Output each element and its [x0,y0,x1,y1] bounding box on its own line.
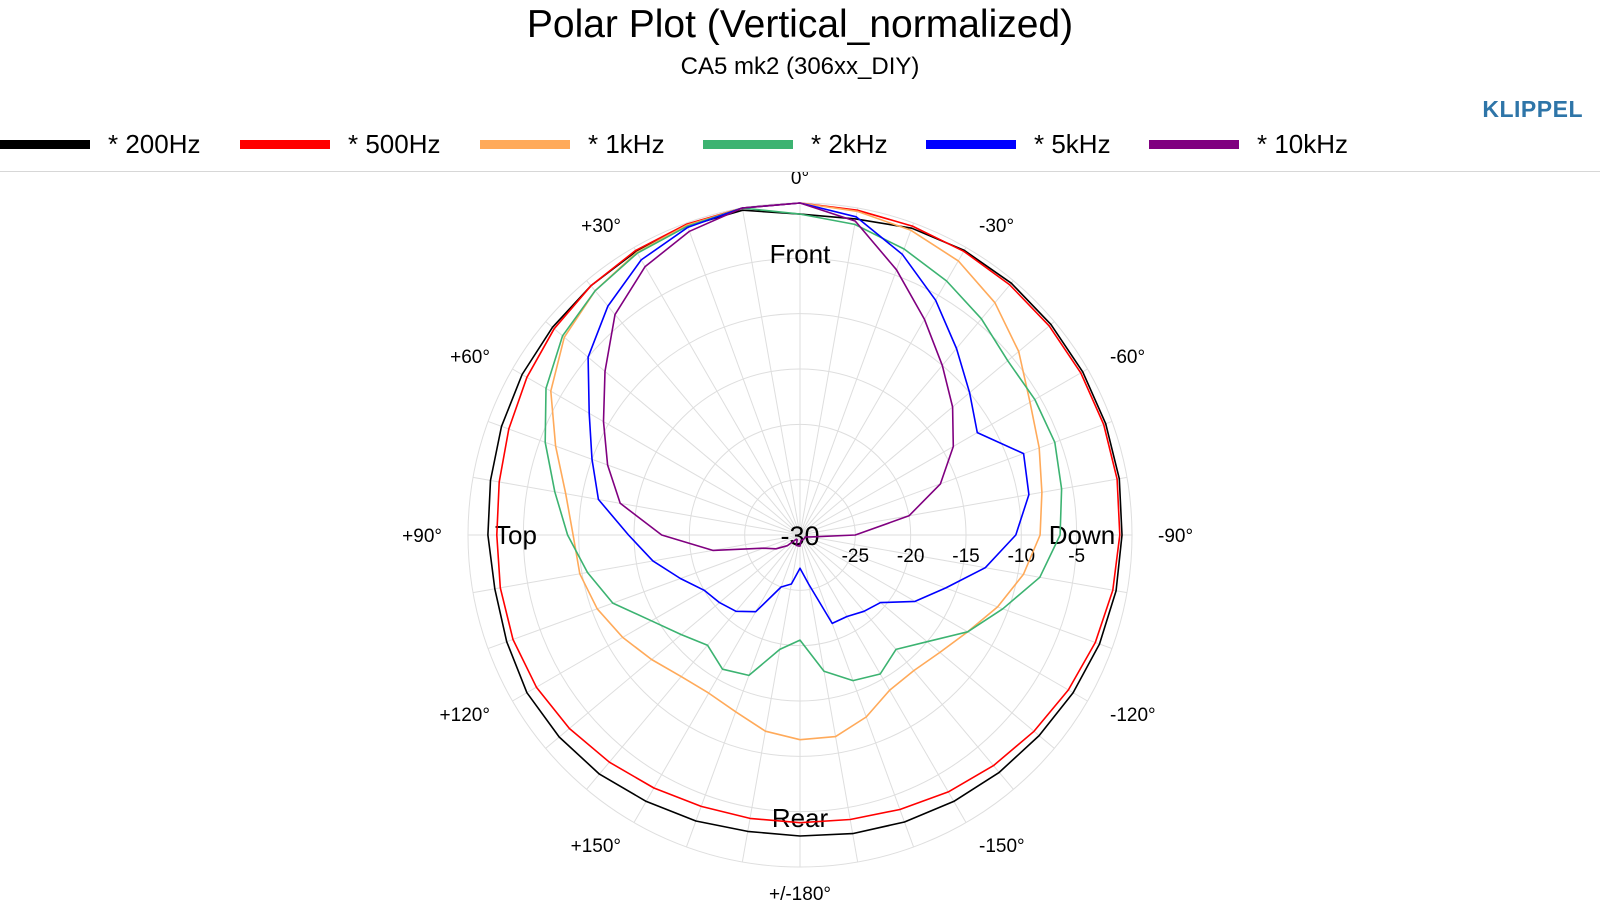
legend-swatch-1khz [480,139,570,149]
series-line-1khz [550,202,1043,741]
grid-spoke-40 [586,280,801,536]
angle-label-7: +150° [571,836,621,857]
angle-label-10: +60° [450,347,490,368]
angle-label-2: -60° [1110,347,1145,368]
grid-spoke-110 [487,534,801,650]
grid-spoke-190 [799,534,859,863]
chart-subtitle: CA5 mk2 (306xx_DIY) [680,53,920,80]
grid-spoke-300 [799,368,1088,536]
direction-label-top: Top [495,520,537,550]
legend-label-1khz: * 1kHz [588,128,665,159]
legend-swatch-2khz [703,139,793,149]
angle-label-6: +/-180° [769,884,831,901]
db-tick-label-2: -15 [952,546,979,567]
db-tick-label-0: -25 [842,546,869,567]
grid-spoke-150 [633,534,801,823]
legend-swatch-5khz [926,139,1016,149]
db-tick-label-1: -20 [897,546,924,567]
grid-spoke-20 [685,222,801,536]
legend-item-10khz[interactable]: * 10kHz [1149,126,1348,162]
grid-spoke-330 [799,247,967,536]
legend-label-200hz: * 200Hz [108,128,201,159]
chart-title: Polar Plot (Vertical_normalized) [526,3,1074,46]
legend-item-5khz[interactable]: * 5kHz [926,126,1111,162]
db-tick-label-4: -5 [1068,546,1085,567]
series-line-200hz [487,209,1123,837]
legend-swatch-10khz [1149,139,1239,149]
grid-spoke-250 [799,534,1113,650]
grid-spoke-100 [472,534,801,594]
grid-spoke-120 [512,534,801,702]
angle-label-11: +30° [581,216,621,237]
grid-spoke-130 [545,534,801,749]
grid-spoke-170 [741,534,801,863]
legend-label-500hz: * 500Hz [348,128,441,159]
grid-spoke-140 [586,534,801,790]
direction-label-front: Front [770,239,831,269]
legend-item-1khz[interactable]: * 1kHz [480,126,665,162]
grid-spoke-240 [799,534,1088,702]
legend-item-200hz[interactable]: * 200Hz [0,126,201,162]
legend-label-10khz: * 10kHz [1257,128,1349,159]
legend-item-2khz[interactable]: * 2kHz [703,126,888,162]
grid-spoke-70 [487,420,801,536]
legend-item-500hz[interactable]: * 500Hz [240,126,441,162]
grid-spoke-200 [799,534,915,848]
polar-chart: 0° -30° -60° -90° -120° -150° +/-180° +150° +120… [402,172,1193,901]
grid-spoke-320 [799,280,1014,536]
legend-swatch-200hz [0,139,90,149]
brand-logo-text: KLIPPEL [1482,96,1583,122]
direction-label-down: Down [1049,520,1115,550]
legend-swatch-500hz [240,139,330,149]
direction-label-rear: Rear [772,803,829,833]
grid-spoke-280 [799,476,1128,536]
angle-label-4: -120° [1110,705,1156,726]
series-line-2khz [544,207,1063,682]
grid-spoke-260 [799,534,1128,594]
series-line-10khz [602,202,955,552]
grid-spoke-160 [685,534,801,848]
series-line-500hz [496,202,1121,824]
angle-label-8: +120° [440,705,490,726]
grid-spoke-220 [799,534,1014,790]
grid-spoke-350 [799,207,859,536]
chart-legend: * 200Hz * 500Hz * 1kHz * 2kHz * 5kHz * 1… [0,126,1600,162]
grid-spoke-210 [799,534,967,823]
grid-spoke-10 [741,207,801,536]
plot-area: 0° -30° -60° -90° -120° -150° +/-180° +150° +120… [0,171,1600,901]
grid-spoke-80 [472,476,801,536]
angle-label-0: 0° [791,172,809,189]
angle-label-1: -30° [979,216,1014,237]
legend-label-2khz: * 2kHz [811,128,888,159]
grid-spoke-290 [799,420,1113,536]
angle-label-3: -90° [1158,526,1193,547]
grid-spoke-60 [512,368,801,536]
grid-spoke-340 [799,222,915,536]
grid-spoke-310 [799,321,1055,536]
angle-label-5: -150° [979,836,1025,857]
angle-label-9: +90° [402,526,442,547]
series-line-5khz [587,202,1030,625]
legend-label-5khz: * 5kHz [1034,128,1111,159]
grid-spoke-30 [633,247,801,536]
